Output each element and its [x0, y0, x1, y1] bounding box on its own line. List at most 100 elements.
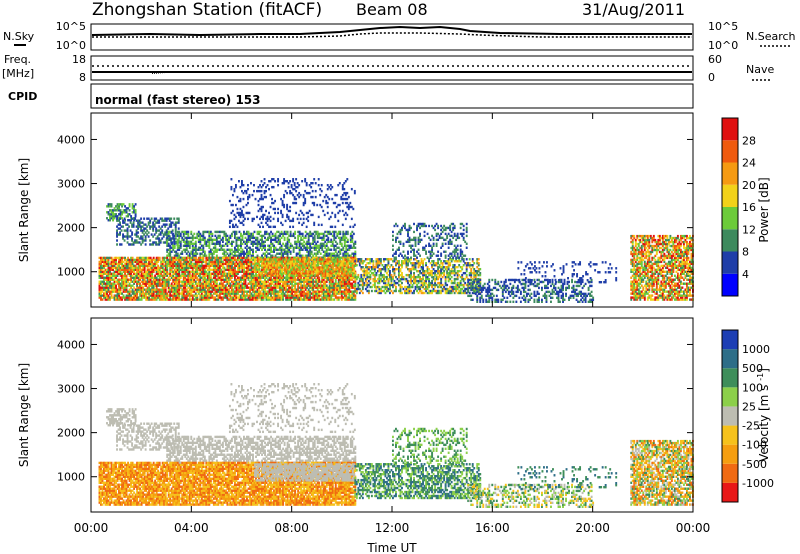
power-cell — [300, 236, 303, 240]
power-cell — [208, 240, 211, 244]
power-cell — [145, 270, 148, 274]
power-cell — [112, 266, 114, 270]
power-cell — [125, 207, 128, 210]
power-cell — [136, 272, 139, 275]
power-cell — [124, 296, 127, 299]
power-cell — [154, 258, 157, 262]
power-cell — [143, 268, 146, 272]
power-cell — [107, 219, 110, 222]
power-cell — [165, 229, 168, 232]
power-cell — [182, 230, 185, 234]
power-cell — [146, 286, 149, 289]
power-cell — [148, 270, 151, 274]
power-cell — [98, 290, 101, 293]
power-cell — [286, 254, 289, 257]
power-cell — [215, 240, 218, 244]
power-cell — [194, 252, 197, 255]
power-cell — [293, 182, 296, 185]
power-cell — [211, 238, 214, 242]
power-cell — [309, 232, 312, 236]
power-cell — [259, 230, 262, 234]
power-cell — [345, 252, 348, 255]
power-cell — [142, 256, 145, 260]
power-cell — [107, 272, 110, 275]
power-cell — [124, 219, 127, 222]
power-cell — [240, 182, 243, 185]
power-cell — [124, 258, 127, 262]
power-cell — [147, 223, 150, 226]
power-cell — [115, 260, 117, 264]
power-cell — [315, 252, 318, 255]
power-cell — [167, 227, 170, 230]
power-cell — [298, 191, 301, 195]
power-cell — [128, 205, 131, 208]
power-cell — [163, 278, 166, 281]
power-cell — [185, 246, 188, 249]
power-cell — [118, 270, 120, 274]
power-cell — [152, 294, 155, 297]
power-cell — [130, 256, 133, 260]
power-cell — [113, 284, 116, 287]
power-cell — [135, 239, 138, 242]
power-cell — [197, 238, 200, 242]
power-cell — [302, 195, 305, 199]
power-cell — [109, 205, 111, 208]
power-cell — [246, 232, 248, 236]
power-cell — [229, 236, 232, 240]
power-cell — [268, 252, 271, 255]
power-cell — [155, 282, 158, 285]
power-cell — [346, 248, 349, 251]
power-cell — [157, 266, 160, 270]
power-cell — [242, 197, 245, 201]
power-cell — [104, 292, 107, 295]
power-cell — [100, 262, 102, 266]
power-cell — [226, 240, 229, 244]
power-cell — [155, 260, 158, 264]
power-cell — [289, 180, 292, 183]
power-cell — [176, 221, 179, 224]
power-cell — [151, 294, 154, 297]
power-cell — [224, 242, 227, 246]
power-cell — [112, 209, 114, 212]
power-cell — [163, 270, 166, 274]
power-cell — [101, 288, 104, 291]
power-cell — [148, 276, 151, 279]
power-cell — [119, 203, 122, 206]
power-cell — [131, 225, 134, 228]
power-cell — [292, 232, 295, 236]
power-cell — [98, 274, 101, 277]
power-cell — [151, 290, 154, 293]
power-cell — [130, 274, 133, 277]
power-cell — [211, 252, 214, 255]
power-cell — [310, 232, 313, 236]
power-cell — [274, 199, 277, 203]
power-cell — [161, 256, 164, 260]
power-cell — [128, 296, 131, 299]
power-cell — [295, 240, 298, 244]
power-cell — [158, 229, 161, 232]
power-cell — [305, 225, 308, 229]
power-cell — [246, 242, 248, 246]
power-cell — [126, 231, 129, 234]
power-cell — [109, 290, 111, 293]
power-cell — [274, 236, 277, 240]
power-cell — [131, 205, 134, 208]
power-cell — [143, 276, 146, 279]
power-cell — [138, 221, 141, 224]
power-cell — [252, 248, 254, 251]
power-cell — [116, 280, 119, 283]
power-cell — [256, 248, 259, 251]
power-cell — [202, 256, 205, 260]
power-cell — [244, 240, 247, 244]
power-cell — [118, 296, 120, 299]
power-cell — [340, 238, 343, 242]
power-cell — [353, 191, 356, 195]
power-cell — [109, 272, 111, 275]
power-cell — [176, 238, 179, 242]
power-cell — [259, 217, 261, 221]
power-cell — [103, 296, 105, 299]
power-cell — [104, 296, 107, 299]
power-cell — [249, 238, 251, 242]
power-cell — [132, 223, 135, 226]
power-cell — [293, 197, 296, 201]
